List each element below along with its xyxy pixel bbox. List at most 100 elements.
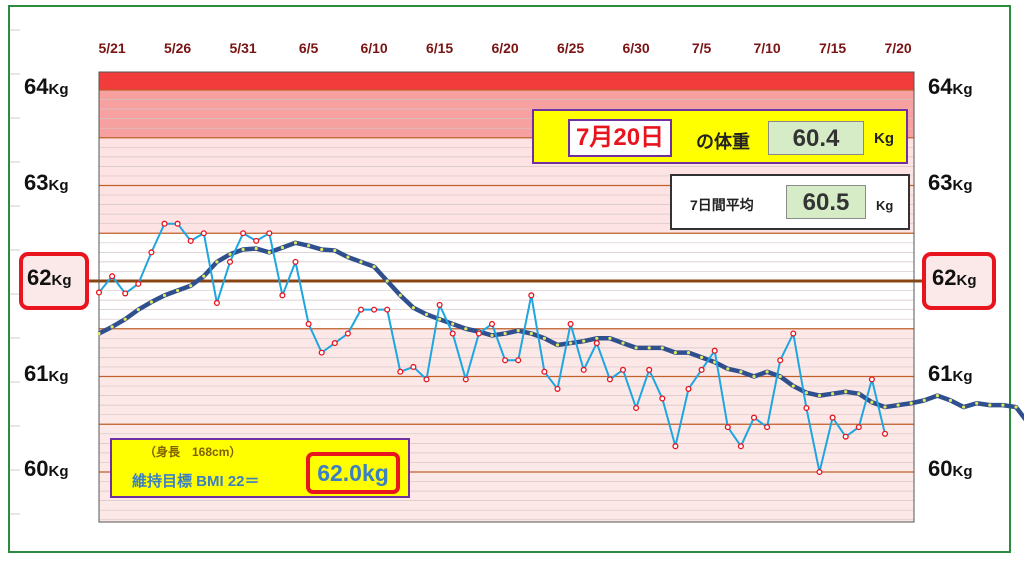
daily-weight-point: [187, 237, 194, 244]
daily-weight-point: [174, 220, 181, 227]
average-point: [333, 248, 337, 253]
average-point: [778, 374, 782, 379]
average-point: [831, 392, 835, 396]
daily-weight-point: [842, 433, 849, 440]
average-point: [228, 252, 232, 256]
bmi-target-label: 維持目標 BMI 22＝: [132, 473, 260, 490]
average-point: [896, 403, 900, 407]
x-tick-label: 5/31: [229, 40, 257, 56]
daily-weight-point: [305, 320, 312, 328]
daily-weight-point: [384, 306, 391, 313]
daily-weight-point: [764, 424, 771, 431]
daily-weight-point: [855, 424, 862, 431]
average-point: [280, 245, 284, 250]
today-date: 7月20日: [568, 119, 673, 157]
target-y-tick-label-left: 62Kg: [19, 252, 89, 310]
average-point: [176, 288, 180, 293]
daily-weight-point: [593, 340, 600, 347]
average-point: [162, 293, 167, 297]
daily-weight-point: [279, 292, 286, 299]
today-weight-box: 7月20日 の体重 60.4 Kg: [532, 109, 908, 164]
daily-weight-point: [528, 292, 535, 299]
average-label: 7日間平均: [690, 197, 754, 213]
daily-weight-point: [266, 230, 273, 237]
daily-weight-point: [816, 468, 823, 476]
average-value: 60.5: [786, 185, 866, 219]
daily-weight-point: [148, 249, 155, 256]
daily-weight-point: [122, 290, 129, 297]
average-point: [293, 241, 298, 245]
x-tick-label: 6/25: [556, 40, 585, 56]
average-point: [857, 392, 861, 396]
daily-weight-point: [475, 330, 482, 337]
average-line: [97, 240, 1024, 422]
daily-weight-point: [318, 349, 325, 356]
average-point: [241, 247, 245, 252]
average-point: [97, 331, 101, 336]
average-point: [149, 300, 153, 304]
average-point: [346, 255, 350, 259]
x-tick-label: 5/26: [163, 40, 192, 56]
daily-weight-point: [292, 258, 299, 265]
average-point: [817, 394, 822, 398]
average-point: [791, 384, 795, 388]
average-point: [804, 391, 809, 395]
average-point: [385, 279, 389, 283]
average-point: [542, 336, 547, 340]
daily-weight-point: [502, 357, 509, 364]
average-point: [529, 331, 533, 336]
average-point: [582, 339, 586, 343]
daily-weight-point: [344, 330, 351, 337]
daily-weight-point: [737, 443, 744, 450]
daily-weight-point: [240, 230, 247, 237]
y-tick-label-right: 61Kg: [928, 360, 973, 386]
daily-weight-point: [436, 301, 443, 308]
x-tick-label: 6/10: [360, 40, 388, 56]
x-tick-label: 6/30: [622, 40, 650, 56]
average-point: [739, 370, 743, 374]
average-point: [1001, 403, 1005, 407]
average-point: [136, 308, 140, 312]
average-point: [1014, 405, 1018, 409]
average-point: [490, 333, 494, 338]
average-point: [398, 293, 402, 297]
average-point: [922, 398, 926, 402]
average-point: [424, 312, 429, 317]
y-tick-label-right: 63Kg: [928, 169, 973, 195]
average-point: [673, 351, 678, 355]
average-point: [503, 331, 507, 336]
y-tick-label-left: 64Kg: [24, 74, 69, 99]
daily-weight-point: [646, 366, 653, 373]
average-point: [883, 405, 887, 409]
y-tick-label-right: 64Kg: [928, 74, 973, 99]
x-tick-label: 7/5: [691, 40, 712, 56]
daily-weight-point: [633, 404, 640, 412]
x-tick-label: 6/5: [298, 40, 319, 56]
average-unit: Kg: [876, 198, 894, 213]
today-weight-unit: Kg: [874, 130, 894, 147]
average-point: [844, 390, 848, 394]
y-tick-label-right: 60Kg: [928, 456, 973, 481]
average-point: [608, 336, 612, 340]
x-tick-label: 7/15: [818, 40, 847, 56]
average-point: [215, 260, 219, 264]
target-y-tick-label-right: 62Kg: [922, 252, 996, 310]
average-point: [267, 250, 271, 254]
daily-weight-point: [580, 366, 587, 373]
daily-weight-point: [777, 357, 784, 364]
average-point: [372, 265, 376, 269]
band-top: [99, 72, 914, 90]
average-point: [713, 360, 717, 364]
x-tick-label: 5/21: [98, 40, 126, 56]
daily-weight-point: [554, 385, 561, 392]
daily-weight-point: [541, 368, 548, 375]
daily-weight-point: [226, 258, 234, 265]
daily-weight-point: [672, 443, 679, 450]
daily-weight-point: [724, 424, 731, 431]
average-point: [752, 374, 756, 379]
daily-weight-point: [659, 395, 666, 402]
average-point: [411, 306, 415, 310]
chart-frame: [8, 5, 1011, 553]
average-point: [595, 336, 599, 340]
average-point: [189, 284, 193, 288]
